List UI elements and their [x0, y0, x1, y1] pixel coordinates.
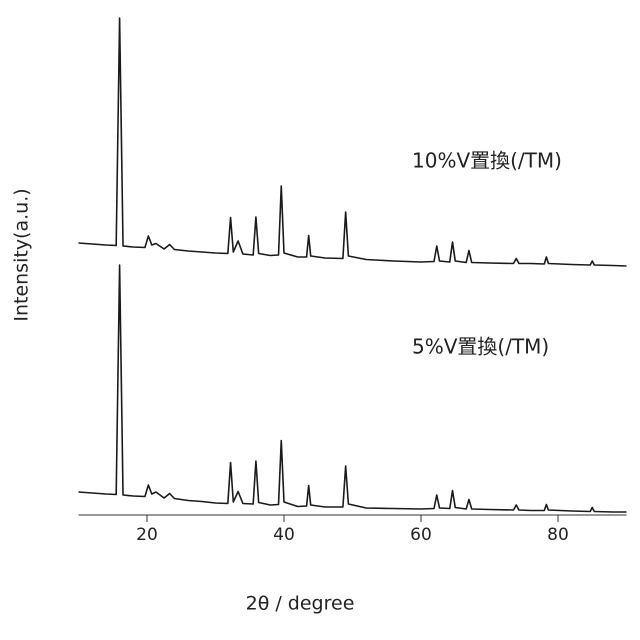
x-axis-label: 2θ / degree [246, 593, 355, 615]
data-line [79, 18, 627, 266]
x-tick-label: 60 [410, 525, 432, 545]
data-line [79, 265, 627, 512]
x-tick-label: 80 [547, 525, 569, 545]
series-label: 10%V置換(/TM) [412, 149, 562, 173]
y-axis-label: Intensity(a.u.) [11, 188, 33, 321]
x-tick-label: 40 [273, 525, 295, 545]
chart: 2θ / degree Intensity(a.u.) 20 40 60 80 10%V… [0, 0, 640, 640]
series-label: 5%V置換(/TM) [412, 335, 549, 359]
x-tick-label: 20 [136, 525, 158, 545]
